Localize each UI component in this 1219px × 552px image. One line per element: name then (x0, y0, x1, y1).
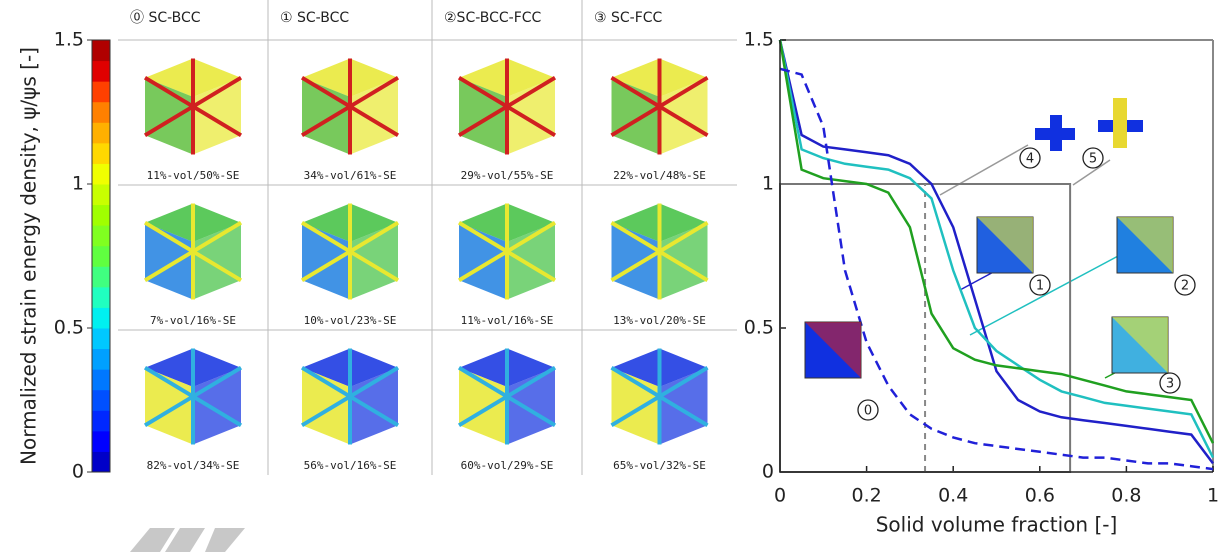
inset-cross (1050, 115, 1062, 151)
colorbar-band (92, 287, 110, 308)
lattice-image (145, 204, 241, 300)
colorbar-band (92, 122, 110, 143)
colorbar-band (92, 102, 110, 123)
colorbar-band (92, 246, 110, 267)
image-caption: 11%-vol/50%-SE (147, 169, 240, 182)
lattice-image (302, 349, 398, 445)
y-tick-label: 1 (762, 173, 774, 195)
colorbar-band (92, 61, 110, 82)
column-header: ⓪ SC-BCC (130, 10, 201, 26)
image-caption: 10%-vol/23%-SE (304, 314, 397, 327)
lattice-image (612, 59, 708, 155)
colorbar-band (92, 143, 110, 164)
image-caption: 29%-vol/55%-SE (461, 169, 554, 182)
column-header: ②SC-BCC-FCC (444, 10, 542, 26)
lattice-image (612, 349, 708, 445)
lattice-image (145, 59, 241, 155)
colorbar-band (92, 225, 110, 246)
colorbar-band (92, 266, 110, 287)
colorbar-band (92, 184, 110, 205)
x-tick-label: 0.8 (1111, 485, 1141, 507)
image-caption: 34%-vol/61%-SE (304, 169, 397, 182)
colorbar-band (92, 369, 110, 390)
colorbar-band (92, 205, 110, 226)
column-header: ① SC-BCC (280, 10, 349, 26)
colorbar-tick-label: 0.5 (54, 317, 84, 339)
colorbar-band (92, 307, 110, 328)
figure: 0 0.5 1 1.5 Normalized strain energy density… (0, 0, 1219, 552)
image-caption: 82%-vol/34%-SE (147, 459, 240, 472)
colorbar-band (92, 328, 110, 349)
lattice-image (302, 59, 398, 155)
lattice-image (612, 204, 708, 300)
connectors (940, 145, 1130, 378)
image-caption: 56%-vol/16%-SE (304, 459, 397, 472)
lattice-image (459, 349, 555, 445)
colorbar-tick-label: 0 (72, 461, 84, 483)
lattice-image (302, 204, 398, 300)
colorbar-band (92, 451, 110, 472)
x-tick-label: 0 (774, 485, 786, 507)
lattice-image (459, 59, 555, 155)
x-tick-label: 0.6 (1025, 485, 1055, 507)
column-header: ③ SC-FCC (594, 10, 663, 26)
image-caption: 11%-vol/16%-SE (461, 314, 554, 327)
image-caption: 22%-vol/48%-SE (613, 169, 706, 182)
lattice-image (459, 204, 555, 300)
annotation: 4 (1026, 152, 1034, 167)
x-axis-label: Solid volume fraction [-] (876, 513, 1118, 537)
colorbar-band (92, 349, 110, 370)
x-tick-label: 0.4 (938, 485, 968, 507)
logo (130, 528, 245, 552)
annotation: 1 (1036, 279, 1044, 294)
colorbar-band (92, 390, 110, 411)
annotation: 2 (1181, 279, 1189, 294)
image-caption: 65%-vol/32%-SE (613, 459, 706, 472)
x-tick-label: 1 (1207, 485, 1219, 507)
colorbar-band (92, 431, 110, 452)
colorbar-tick-label: 1 (72, 173, 84, 195)
annotation: 3 (1166, 377, 1174, 392)
annotation: 5 (1089, 152, 1097, 167)
colorbar-label: Normalized strain energy density, ψ/ψs [… (17, 47, 41, 465)
y-tick-label: 0.5 (744, 317, 774, 339)
annotation: 0 (864, 404, 872, 419)
colorbar-band (92, 163, 110, 184)
colorbar-band (92, 410, 110, 431)
image-caption: 60%-vol/29%-SE (461, 459, 554, 472)
inset-cross (1113, 98, 1127, 148)
y-tick-label: 1.5 (744, 29, 774, 51)
x-tick-label: 0.2 (851, 485, 881, 507)
lattice-image (145, 349, 241, 445)
colorbar-tick-label: 1.5 (54, 29, 84, 51)
image-caption: 7%-vol/16%-SE (150, 314, 236, 327)
colorbar-band (92, 81, 110, 102)
image-caption: 13%-vol/20%-SE (613, 314, 706, 327)
colorbar-band (92, 40, 110, 61)
y-tick-label: 0 (762, 461, 774, 483)
